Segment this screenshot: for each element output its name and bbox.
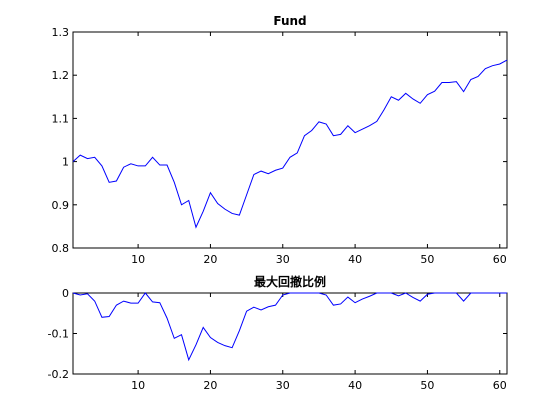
fund-y-tick-label: 1.2 (52, 69, 70, 82)
fund-y-tick-label: 0.8 (52, 242, 70, 255)
fund-x-tick-label: 50 (420, 253, 434, 266)
drawdown-x-tick-label: 40 (348, 379, 362, 392)
fund-x-tick-label: 20 (203, 253, 217, 266)
drawdown-axes-box (72, 292, 508, 375)
drawdown-x-tick-label: 20 (203, 379, 217, 392)
drawdown-series-line (72, 292, 507, 362)
drawdown-x-tick-label: 60 (493, 379, 507, 392)
fund-series-line (72, 59, 508, 229)
drawdown-x-tick-label: 50 (420, 379, 434, 392)
fund-y-tick-label: 1.1 (52, 112, 70, 125)
fund-title: Fund (273, 14, 306, 28)
drawdown-title: 最大回撤比例 (254, 274, 326, 289)
fund-chart: Fund 10 20 30 40 50 60 0.8 0.9 1 1.1 1.2 1.3 (52, 14, 508, 266)
fund-x-tick-label: 60 (493, 253, 507, 266)
drawdown-x-tick-label: 10 (131, 379, 145, 392)
drawdown-y-tick-label: -0.1 (48, 328, 69, 341)
fund-y-tick-label: 1.3 (52, 26, 70, 39)
drawdown-y-tick-label: 0 (62, 287, 69, 300)
fund-x-tick-label: 10 (131, 253, 145, 266)
fund-x-tick-label: 40 (348, 253, 362, 266)
drawdown-x-tick-label: 30 (276, 379, 290, 392)
fund-axes-box (72, 31, 508, 249)
drawdown-y-tick-label: -0.2 (48, 368, 69, 381)
fund-y-tick-label: 0.9 (52, 199, 70, 212)
drawdown-chart: 最大回撤比例 10 20 30 40 50 60 -0.2 -0.1 0 (48, 274, 508, 392)
fund-x-tick-label: 30 (276, 253, 290, 266)
fund-y-tick-label: 1 (62, 156, 69, 169)
